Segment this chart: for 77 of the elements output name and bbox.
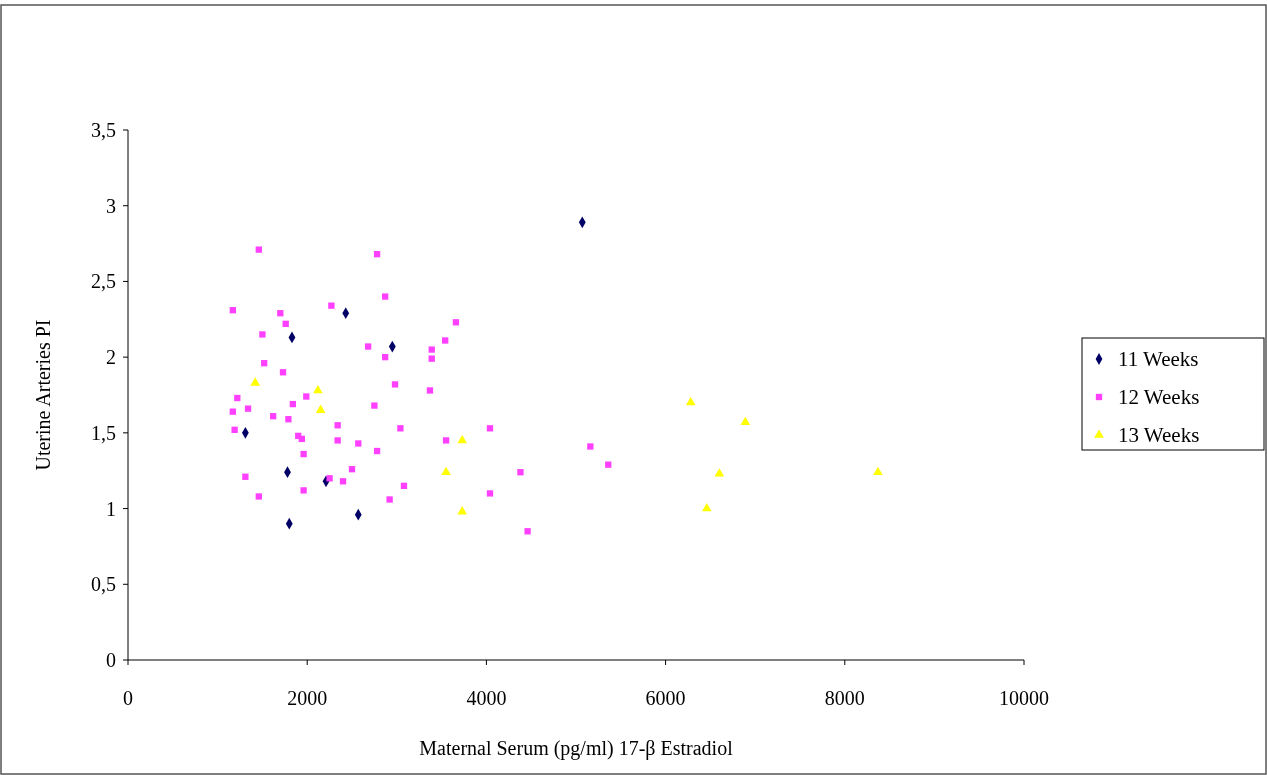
y-tick-label: 2 (106, 346, 116, 369)
point (269, 413, 277, 420)
point (381, 293, 389, 300)
y-tick-label: 0 (106, 649, 116, 671)
point (300, 450, 307, 458)
point (587, 443, 594, 450)
x-tick-label: 0 (123, 687, 133, 709)
point (428, 355, 435, 362)
y-tick-label: 3 (106, 194, 116, 217)
point (373, 251, 381, 258)
point (605, 461, 612, 468)
point (348, 466, 356, 473)
point (364, 343, 372, 350)
y-tick-label: 2,5 (91, 270, 116, 293)
y-tick-label: 1 (106, 497, 116, 520)
point (279, 369, 287, 376)
x-axis-title: Maternal Serum (pg/ml) 17-β Estradiol (419, 737, 734, 760)
point (386, 496, 393, 503)
point (261, 360, 268, 367)
point (486, 490, 494, 497)
y-tick-label: 0,5 (91, 573, 116, 596)
point (303, 393, 310, 400)
point (244, 405, 252, 412)
x-tick-label: 8000 (824, 687, 865, 709)
y-tick-label: 1,5 (91, 421, 116, 444)
legend-label: 12 Weeks (1118, 385, 1200, 409)
point (282, 320, 289, 327)
point (334, 422, 341, 429)
point (517, 469, 524, 476)
point (391, 381, 399, 388)
point (397, 425, 404, 432)
point (524, 528, 531, 535)
point (255, 246, 262, 253)
point (285, 416, 292, 423)
point (400, 482, 408, 490)
point (371, 402, 378, 409)
point (355, 440, 362, 447)
point (277, 310, 284, 317)
x-tick-label: 10000 (999, 687, 1049, 709)
point (702, 503, 712, 512)
point (259, 331, 266, 338)
point (339, 478, 347, 485)
point (229, 408, 236, 415)
point (328, 302, 335, 309)
point (457, 506, 468, 515)
point (250, 377, 261, 386)
point (242, 473, 249, 480)
point (442, 437, 450, 444)
point (426, 387, 434, 394)
point (373, 447, 381, 455)
legend-label: 11 Weeks (1118, 347, 1199, 371)
point (234, 394, 241, 402)
point (334, 437, 341, 444)
y-tick-label: 3,5 (91, 119, 116, 141)
x-tick-label: 4000 (466, 687, 507, 709)
point (315, 404, 326, 413)
point (300, 487, 307, 494)
point (229, 307, 236, 314)
point (714, 468, 725, 477)
point (873, 466, 883, 475)
point (452, 319, 460, 326)
x-tick-label: 2000 (287, 687, 328, 709)
point (231, 426, 238, 433)
point (740, 416, 751, 426)
point (381, 353, 389, 361)
point (685, 397, 696, 406)
x-tick-label: 6000 (645, 687, 686, 709)
legend-label: 13 Weeks (1118, 423, 1200, 447)
point (313, 384, 323, 394)
point (441, 466, 451, 475)
y-axis-title: Uterine Arteries PI (32, 319, 54, 471)
point (255, 493, 262, 500)
point (457, 434, 468, 444)
point (442, 337, 449, 344)
point (428, 346, 435, 353)
point (289, 400, 297, 408)
point (486, 425, 494, 432)
